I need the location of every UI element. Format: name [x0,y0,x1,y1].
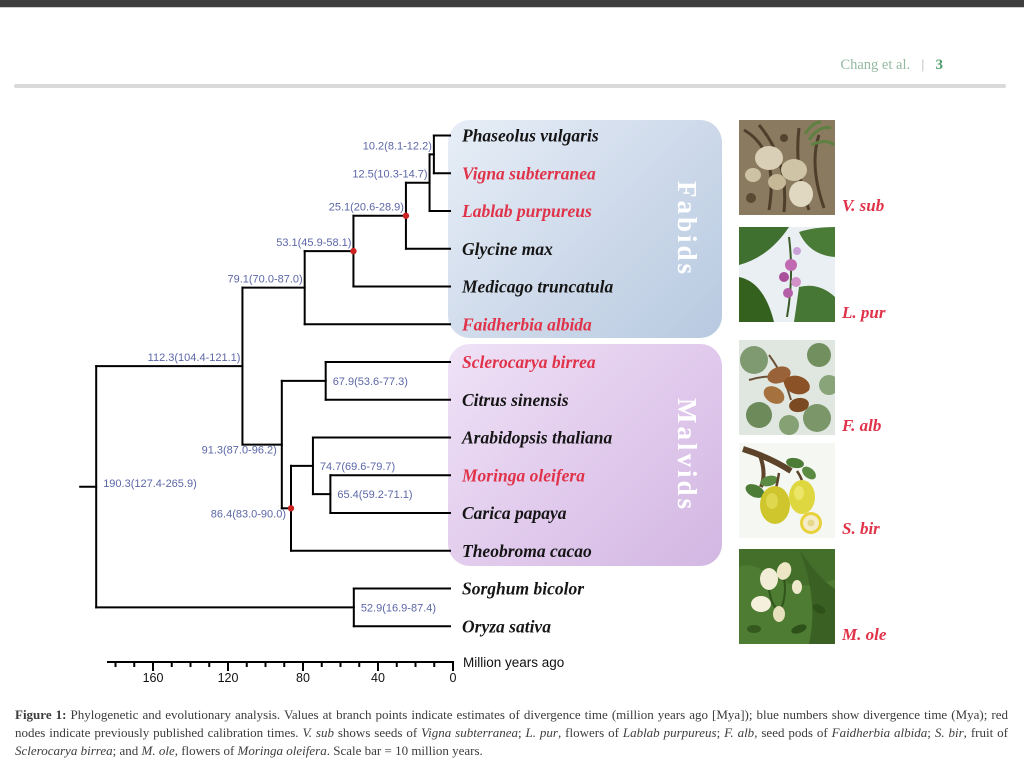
species-label: Oryza sativa [462,616,551,636]
caption-segment: L. pur [525,725,558,740]
caption-segment: Vigna subterranea [421,725,518,740]
page-number: 3 [935,57,944,73]
caption-segment: Faidherbia albida [831,725,928,740]
photo-v-sub [739,120,835,215]
photo-f-alb [739,340,835,435]
caption-segment: . Scale bar = 10 million years. [326,743,483,758]
window-top-bar [0,0,1024,7]
clade-label-malvids: Malvids [672,397,702,513]
calibration-node-dot [350,247,357,255]
photo-label-m-ole: M. ole [842,625,887,644]
caption-segment: , seed pods of [754,725,832,740]
divergence-time-label: 52.9(16.9-87.4) [361,602,436,614]
divergence-time-label: 53.1(45.9-58.1) [276,237,351,249]
divergence-time-label: 65.4(59.2-71.1) [337,489,412,501]
divergence-time-label: 112.3(104.4-121.1) [148,352,241,364]
caption-segment: S. bir [934,725,964,740]
caption-segment: ; [716,725,725,740]
photo-label-f-alb: F. alb [842,416,882,435]
scale-tick-label: 80 [296,671,310,685]
caption-segment: ; [927,725,935,740]
running-head: Chang et al. | 3 [0,56,943,74]
caption-segment: Sclerocarya birrea [15,743,113,758]
caption-segment: Moringa oleifera [237,743,327,758]
header-separator: | [921,57,925,72]
divergence-time-label: 190.3(127.4-265.9) [103,478,197,490]
photo-label-l-pur: L. pur [842,303,886,322]
divergence-time-label: 86.4(83.0-90.0) [211,508,286,520]
scale-tick-label: 120 [218,671,239,685]
caption-segment: F. alb [724,725,755,740]
calibration-node-dot [287,505,295,512]
caption-segment: ; and [112,743,142,758]
caption-segment: V. sub [302,725,334,740]
photo-s-bir-image [739,443,835,538]
clade-box-fabids: Fabids [448,120,722,338]
caption-segment: , fruit of [963,725,1008,740]
divergence-time-label: 67.9(53.6-77.3) [333,376,408,388]
divergence-time-label: 79.1(70.0-87.0) [227,274,302,286]
caption-segment: Lablab purpureus [622,725,717,740]
photo-m-ole-image [739,549,835,644]
divergence-time-label: 74.7(69.6-79.7) [320,461,395,473]
clade-label-fabids: Fabids [672,180,702,278]
divergence-time-label: 10.2(8.1-12.2) [363,140,432,152]
divergence-time-label: 91.3(87.0-96.2) [202,445,277,457]
photo-v-sub-image [739,120,835,215]
scale-tick-label: 160 [143,671,164,685]
divergence-time-label: 25.1(20.6-28.9) [329,202,404,214]
photo-m-ole [739,549,835,644]
caption-segment: Phylogenetic and evolutionary analysis. … [15,707,1008,740]
scale-tick-label: 40 [371,671,385,685]
photo-label-s-bir: S. bir [842,519,880,538]
photo-l-pur [739,227,835,322]
caption-segment: M. ole [141,743,175,758]
clade-box-malvids: Malvids [448,344,722,566]
divergence-time-label: 12.5(10.3-14.7) [352,169,427,181]
scale-tick-label: 0 [450,671,457,685]
running-head-authors: Chang et al. [840,57,911,73]
caption-segment: , flowers of [558,725,623,740]
photo-f-alb-image [739,340,835,435]
species-label: Sorghum bicolor [462,579,584,599]
caption-segment: ; [517,725,526,740]
caption-segment: Figure 1: [15,707,71,722]
photo-label-v-sub: V. sub [842,196,885,215]
calibration-node-dot [402,212,410,219]
caption-segment: shows seeds of [333,725,422,740]
figure-caption: Figure 1: Phylogenetic and evolutionary … [15,706,1008,760]
photo-l-pur-image [739,227,835,322]
header-rule [14,84,1006,88]
caption-segment: , flowers of [174,743,238,758]
photo-s-bir [739,443,835,538]
scale-axis-label: Million years ago [463,655,564,670]
